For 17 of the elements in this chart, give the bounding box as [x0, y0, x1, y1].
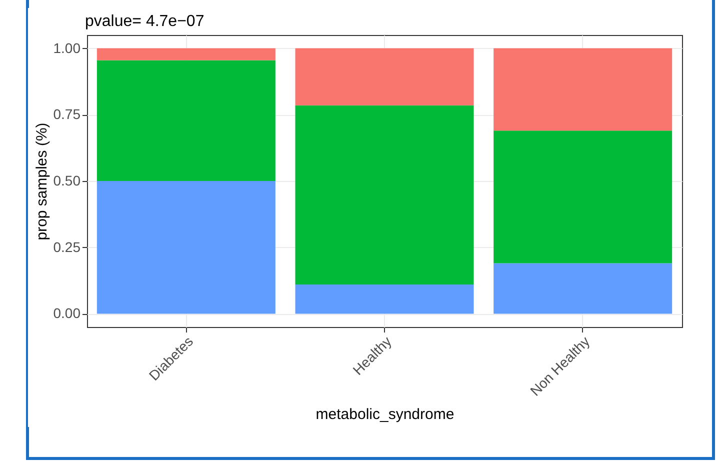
bar — [96, 60, 276, 181]
bar — [295, 284, 474, 314]
chart-title: pvalue= 4.7e−07 — [85, 13, 204, 30]
y-tick-label: 0.50 — [53, 172, 81, 188]
x-axis-title: metabolic_syndrome — [316, 406, 454, 423]
bar — [295, 105, 474, 285]
y-tick-label: 1.00 — [53, 40, 81, 56]
y-tick-label: 0.25 — [53, 238, 81, 255]
bar — [295, 48, 474, 106]
y-tick-label: 0.00 — [53, 305, 81, 322]
bar — [96, 48, 276, 60]
y-axis-title: prop samples (%) — [33, 122, 50, 240]
bar — [96, 181, 276, 314]
bar — [494, 48, 672, 131]
y-tick-label: 0.75 — [53, 106, 81, 122]
bar — [494, 263, 672, 314]
bar — [494, 130, 672, 264]
